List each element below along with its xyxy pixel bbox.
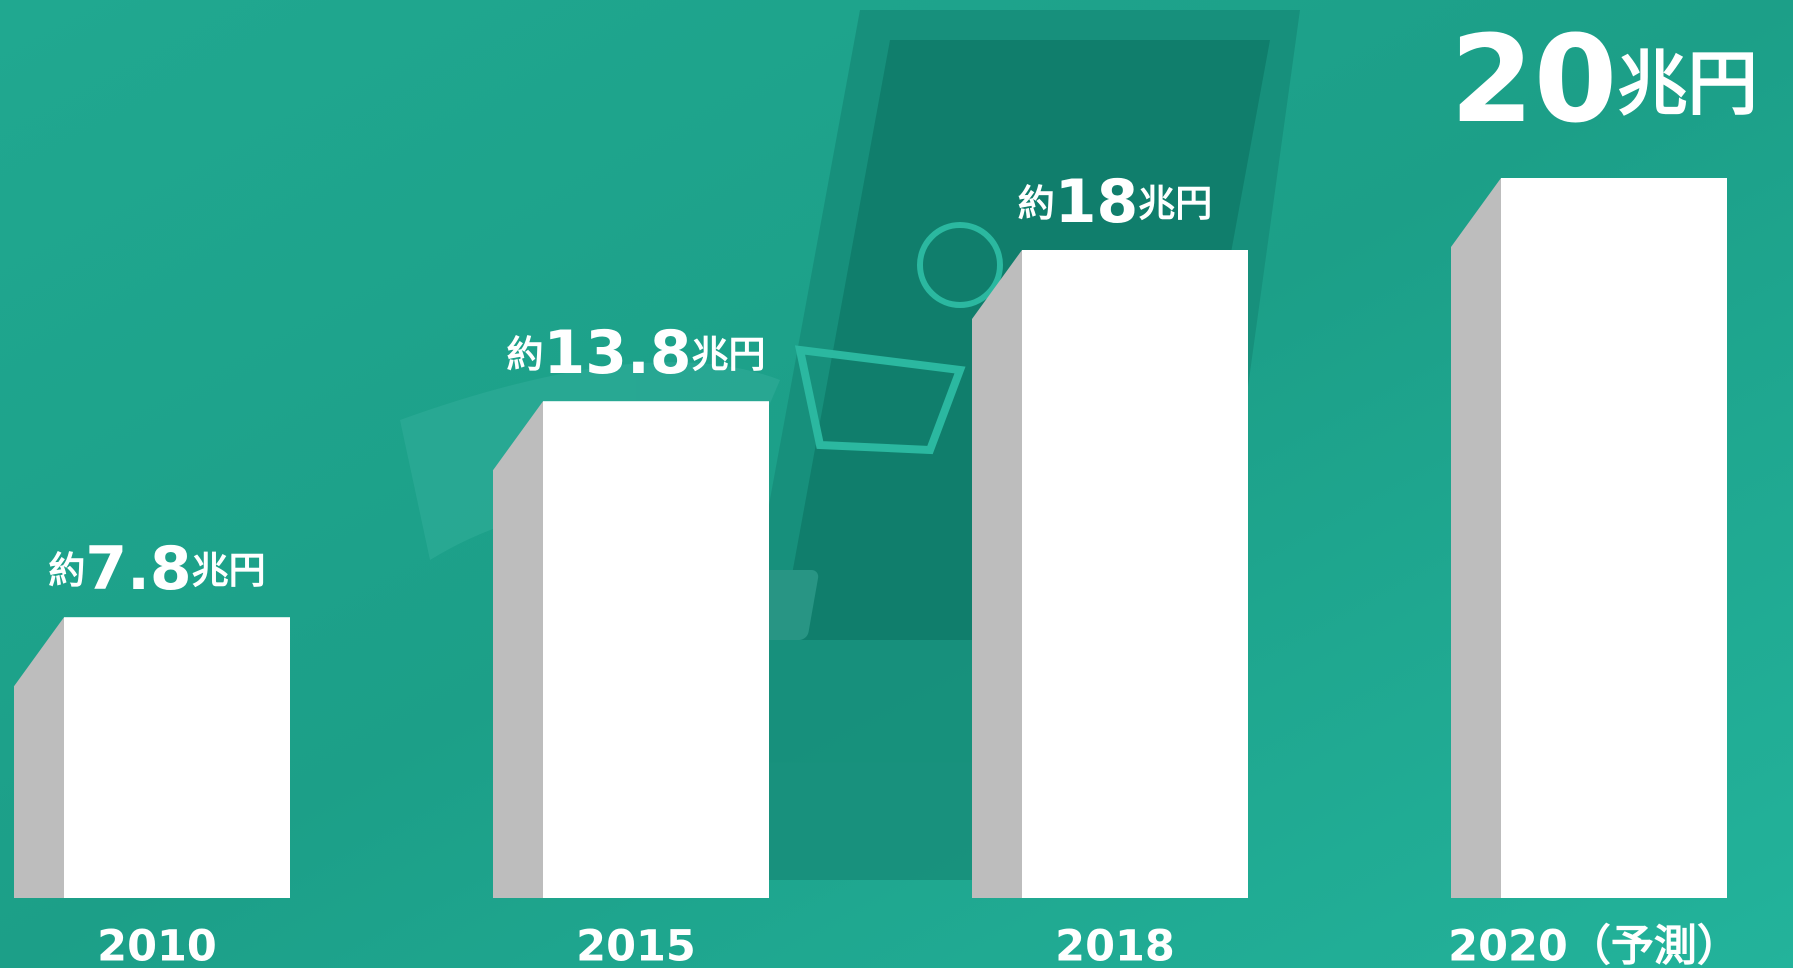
x-tick-label: 2010: [97, 922, 217, 968]
x-tick-label: 2015: [576, 922, 696, 968]
value-label: 20兆円: [1450, 11, 1758, 150]
value-label: 約13.8兆円: [506, 318, 765, 388]
value-label: 約18兆円: [1018, 167, 1213, 237]
bar: [1501, 178, 1727, 898]
bar-side: [14, 617, 64, 898]
x-tick-label: 2018: [1055, 922, 1175, 968]
value-label: 約7.8兆円: [48, 534, 265, 604]
x-tick-label: 2020（予測）: [1448, 922, 1740, 968]
bar: [64, 617, 290, 898]
bar-side: [1451, 178, 1501, 898]
bar: [1022, 250, 1248, 898]
bar-side: [493, 401, 543, 898]
bar: [543, 401, 769, 898]
bar-side: [972, 250, 1022, 898]
